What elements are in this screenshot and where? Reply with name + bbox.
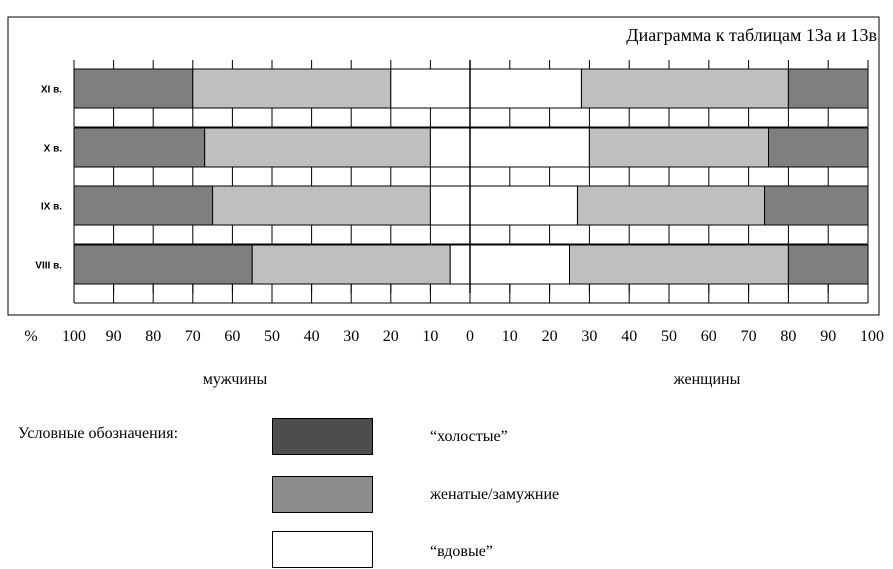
bar-women-widowed xyxy=(469,127,590,168)
legend-label-widowed: “вдовые” xyxy=(430,543,493,560)
x-tick-label: 100 xyxy=(860,328,884,345)
panel-label-women: женщины xyxy=(673,371,741,388)
category-label: X в. xyxy=(44,144,63,155)
bar-men-single xyxy=(73,127,206,168)
legend-swatch-single xyxy=(272,418,373,455)
bar-men-single xyxy=(73,185,214,226)
x-tick-label: 60 xyxy=(224,328,240,345)
bar-men-widowed xyxy=(429,127,471,168)
category-label: XI в. xyxy=(41,85,62,96)
x-tick-label: 90 xyxy=(820,328,836,345)
x-tick-label: 100 xyxy=(62,328,86,345)
bar-men-married xyxy=(212,185,431,226)
bar-men-married xyxy=(204,127,431,168)
bar-men-married xyxy=(192,68,392,109)
bar-women-single xyxy=(768,127,869,168)
x-tick-label: 80 xyxy=(145,328,161,345)
bar-women-widowed xyxy=(469,68,582,109)
legend-heading: Условные обозначения: xyxy=(18,425,179,442)
x-tick-label: 30 xyxy=(581,328,597,345)
x-tick-label: 60 xyxy=(701,328,717,345)
x-tick-label: 70 xyxy=(741,328,757,345)
bar-men-widowed xyxy=(390,68,471,109)
x-tick-label: 50 xyxy=(661,328,677,345)
bar-men-widowed xyxy=(449,244,471,285)
bar-women-married xyxy=(576,185,766,226)
bar-men-single xyxy=(73,244,253,285)
bar-women-married xyxy=(580,68,789,109)
bar-men-married xyxy=(251,244,451,285)
axes xyxy=(73,60,869,293)
bar-men-single xyxy=(73,68,194,109)
x-tick-label: 20 xyxy=(542,328,558,345)
x-tick-label: 10 xyxy=(422,328,438,345)
x-tick-label: 80 xyxy=(780,328,796,345)
category-label: IX в. xyxy=(41,202,62,213)
labels: XI в.X в.IX в.VIII в.% 100 90 80 70 60 50 40 30 2… xyxy=(24,85,884,389)
bar-men-widowed xyxy=(429,185,471,226)
legend-label-single: “холостые” xyxy=(430,428,508,445)
x-tick-label: 40 xyxy=(621,328,637,345)
chart-frame xyxy=(7,16,880,316)
legend-swatch-widowed xyxy=(272,531,373,568)
panel-label-men: мужчины xyxy=(203,371,268,388)
x-tick-label: 90 xyxy=(106,328,122,345)
legend-swatch-married xyxy=(272,476,373,513)
x-tick-label: 50 xyxy=(264,328,280,345)
x-tick-label: 40 xyxy=(304,328,320,345)
bar-women-single xyxy=(787,244,869,285)
x-tick-label: 70 xyxy=(185,328,201,345)
x-tick-label: 10 xyxy=(502,328,518,345)
bar-women-single xyxy=(787,68,869,109)
x-tick-label: 20 xyxy=(383,328,399,345)
x-tick-label: 30 xyxy=(343,328,359,345)
x-tick-label: 0 xyxy=(466,328,474,345)
chart-title: Диаграмма к таблицам 13а и 13в xyxy=(626,25,877,45)
bar-women-married xyxy=(569,244,789,285)
bars xyxy=(73,68,869,285)
bar-women-single xyxy=(764,185,869,226)
category-label: VIII в. xyxy=(35,261,62,272)
bar-women-widowed xyxy=(469,244,570,285)
x-unit-label: % xyxy=(24,328,37,345)
legend-label-married: женатые/замужние xyxy=(430,486,560,503)
bar-women-widowed xyxy=(469,185,578,226)
bar-women-married xyxy=(588,127,770,168)
